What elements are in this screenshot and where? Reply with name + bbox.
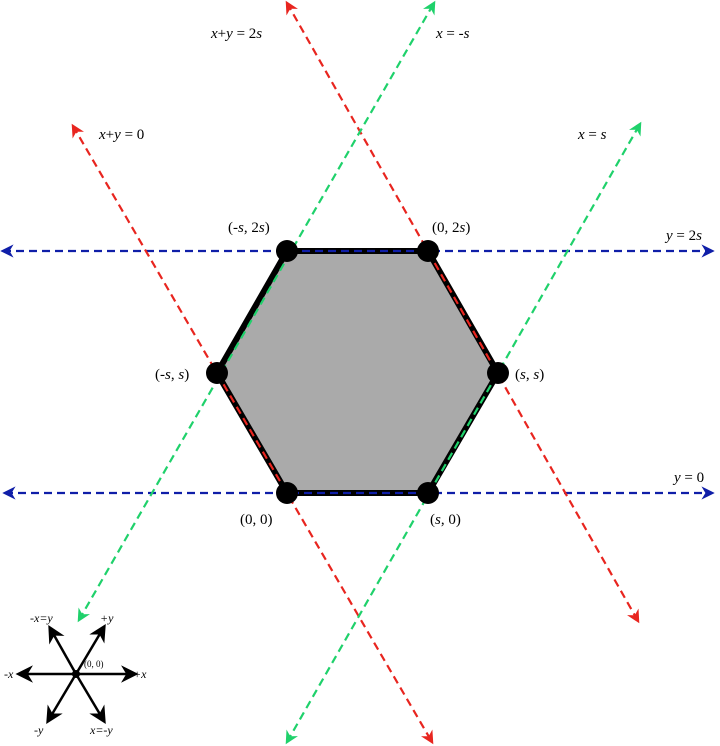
line-x-eq-neg-s	[77, 0, 436, 623]
vertex-dot	[276, 240, 298, 262]
legend-neg-x-eq-y: -x=y	[30, 611, 53, 625]
label-x-plus-y-eq-0: x+y = 0	[98, 127, 144, 143]
direction-legend: -x=y +y -x (0, 0) +x -y x=-y	[4, 611, 147, 737]
label-y-eq-0: y = 0	[672, 470, 704, 486]
arrow-x-eq-neg-y	[74, 673, 106, 725]
legend-neg-y: -y	[34, 723, 44, 737]
hexagon	[214, 248, 501, 496]
arrow-neg-x-eq-y	[48, 624, 78, 675]
label-vertex-neg-s-2s: (-s, 2s)	[228, 220, 270, 236]
label-vertex-0-0: (0, 0)	[240, 512, 273, 528]
label-vertex-s-s: (s, s)	[515, 367, 544, 383]
label-x-plus-y-eq-2s: x+y = 2s	[210, 26, 262, 42]
legend-origin: (0, 0)	[84, 659, 104, 669]
label-x-eq-s: x = s	[577, 127, 607, 143]
vertex-dot	[206, 362, 228, 384]
vertex-dot	[276, 482, 298, 504]
label-y-eq-2s: y = 2s	[664, 228, 702, 244]
label-vertex-0-2s: (0, 2s)	[432, 220, 470, 236]
origin-dot	[72, 670, 80, 678]
vertex-dot	[487, 362, 509, 384]
vertex-dot	[417, 482, 439, 504]
line-x-eq-s	[285, 121, 642, 745]
legend-pos-y: +y	[100, 611, 114, 625]
label-vertex-s-0: (s, 0)	[430, 512, 461, 528]
legend-x-eq-neg-y: x=-y	[89, 723, 113, 737]
vertex-dot	[417, 240, 439, 262]
legend-pos-x: +x	[133, 667, 147, 681]
arrow-pos-y	[74, 623, 106, 675]
legend-neg-x: -x	[4, 667, 14, 681]
label-vertex-neg-s-s: (-s, s)	[155, 367, 189, 383]
arrow-neg-y	[46, 673, 78, 725]
label-x-eq-neg-s: x = -s	[435, 26, 470, 42]
